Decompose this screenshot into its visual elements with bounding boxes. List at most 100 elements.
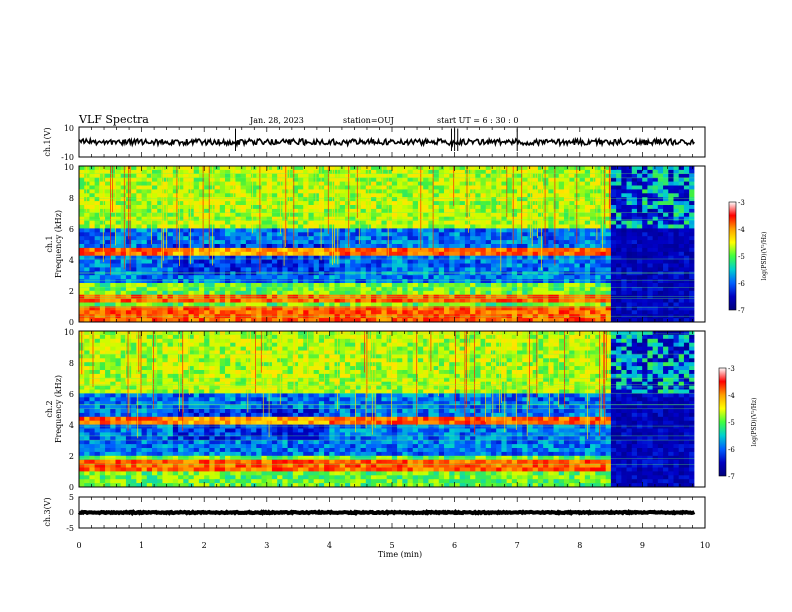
heatmap-cell <box>574 306 581 311</box>
heatmap-cell <box>537 232 544 237</box>
heatmap-cell <box>490 283 497 288</box>
heatmap-cell <box>178 286 184 292</box>
heatmap-cell <box>438 212 445 218</box>
heatmap-cell <box>663 259 669 264</box>
heatmap-cell <box>584 181 591 186</box>
heatmap-cell <box>673 275 680 280</box>
heatmap-cell <box>663 197 669 202</box>
heatmap-cell <box>89 298 96 303</box>
heatmap-cell <box>657 259 664 264</box>
heatmap-cell <box>277 259 283 264</box>
heatmap-cell <box>449 302 455 307</box>
heatmap-cell <box>324 169 330 175</box>
heatmap-cell <box>308 286 315 292</box>
heatmap-cell <box>412 275 419 280</box>
heatmap-cell <box>266 290 273 296</box>
heatmap-cell <box>339 275 346 280</box>
heatmap-cell <box>678 267 685 272</box>
heatmap-cell <box>355 197 361 202</box>
heatmap-cell <box>522 173 528 179</box>
heatmap-cell <box>308 228 315 233</box>
heatmap-cell <box>230 259 236 264</box>
heatmap-cell <box>490 205 497 210</box>
heatmap-cell <box>449 306 455 311</box>
heatmap-cell <box>490 201 497 206</box>
heatmap-cell <box>683 240 690 245</box>
heatmap-cell <box>621 283 627 288</box>
heatmap-cell <box>115 310 122 315</box>
heatmap-cell <box>678 244 685 249</box>
heatmap-cell <box>636 263 643 268</box>
heatmap-cell <box>605 236 612 241</box>
heatmap-cell <box>626 177 633 182</box>
heatmap-cell <box>563 212 570 218</box>
heatmap-cell <box>188 201 195 206</box>
heatmap-cell <box>470 232 476 237</box>
heatmap-cell <box>610 208 617 214</box>
heatmap-cell <box>162 224 169 229</box>
heatmap-cell <box>245 244 252 249</box>
heatmap-cell <box>683 302 690 307</box>
heatmap-cell <box>365 267 372 272</box>
heatmap-cell <box>595 240 601 245</box>
heatmap-cell <box>459 197 466 202</box>
heatmap-cell <box>391 286 398 292</box>
heatmap-cell <box>125 286 132 292</box>
heatmap-cell <box>423 259 429 264</box>
heatmap-cell <box>616 267 622 272</box>
heatmap-cell <box>642 267 648 272</box>
heatmap-cell <box>621 275 627 280</box>
heatmap-cell <box>152 310 158 315</box>
heatmap-cell <box>569 193 575 198</box>
heatmap-cell <box>631 197 638 202</box>
heatmap-cell <box>79 255 85 260</box>
heatmap-cell <box>344 205 351 210</box>
heatmap-cell <box>652 220 659 225</box>
ch1-x-ticks <box>78 127 706 157</box>
heatmap-cell <box>99 181 106 186</box>
heatmap-cell <box>558 283 565 288</box>
heatmap-cell <box>79 247 85 253</box>
heatmap-cell <box>84 169 90 175</box>
heatmap-cell <box>459 244 466 249</box>
heatmap-cell <box>198 267 205 272</box>
heatmap-cell <box>433 197 440 202</box>
heatmap-cell <box>563 166 570 171</box>
ch1-spectrogram-x-ticks <box>78 166 706 322</box>
heatmap-cell <box>157 294 163 299</box>
heatmap-cell <box>511 240 518 245</box>
heatmap-cell <box>496 220 502 225</box>
heatmap-cell <box>433 275 440 280</box>
heatmap-cell <box>245 228 252 233</box>
heatmap-cell <box>110 302 116 307</box>
heatmap-cell <box>277 290 283 296</box>
heatmap-cell <box>193 208 200 214</box>
heatmap-cell <box>266 208 273 214</box>
heatmap-cell <box>141 251 148 257</box>
heatmap-cell <box>402 244 408 249</box>
heatmap-cell <box>99 302 106 307</box>
heatmap-cell <box>141 255 148 260</box>
heatmap-cell <box>537 267 544 272</box>
heatmap-cell <box>287 228 294 233</box>
heatmap-cell <box>303 189 309 194</box>
heatmap-cell <box>621 302 627 307</box>
heatmap-cell <box>616 228 622 233</box>
heatmap-cell <box>84 240 90 245</box>
heatmap-cell <box>407 166 414 171</box>
heatmap-cell <box>543 251 549 257</box>
heatmap-cell <box>84 232 90 237</box>
heatmap-cell <box>344 193 351 198</box>
heatmap-cell <box>266 275 273 280</box>
heatmap-cell <box>449 279 455 284</box>
heatmap-cell <box>610 279 617 284</box>
heatmap-cell <box>527 275 534 280</box>
heatmap-cell <box>245 216 252 221</box>
heatmap-cell <box>412 173 419 179</box>
heatmap-cell <box>146 193 153 198</box>
heatmap-cell <box>344 181 351 186</box>
heatmap-cell <box>563 169 570 175</box>
heatmap-cell <box>386 267 393 272</box>
heatmap-cell <box>298 201 304 206</box>
heatmap-cell <box>204 224 210 229</box>
